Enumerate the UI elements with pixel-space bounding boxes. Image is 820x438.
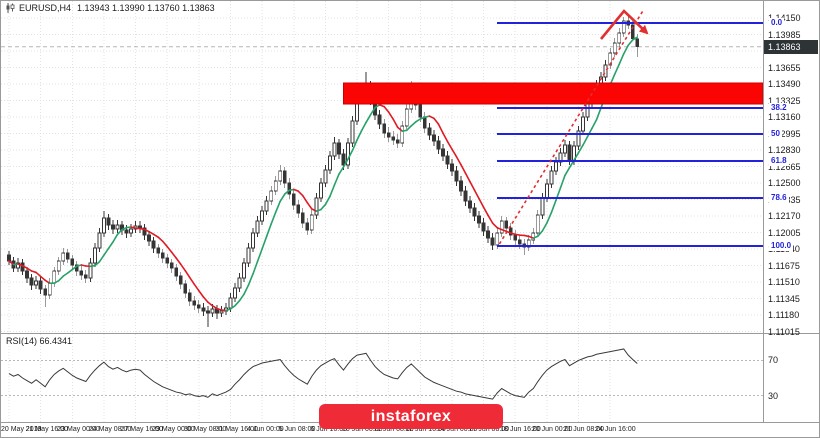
candles <box>7 15 640 327</box>
price-tick-label: 1.14150 <box>768 13 801 23</box>
supply-zone <box>342 82 763 105</box>
time-tick-label: 10 Jun 00:00 <box>342 426 383 433</box>
price-tick-label: 1.13325 <box>768 95 801 106</box>
time-tick-label: 18 Jun 16:00 <box>500 426 541 433</box>
price-chart-canvas[interactable] <box>1 1 763 333</box>
time-tick-label: 24 Jun 16:00 <box>595 426 636 433</box>
price-tick-label: 1.11015 <box>768 326 800 337</box>
time-tick-label: 30 May 08:00 <box>183 426 227 433</box>
price-tick-label: 1.12170 <box>768 211 801 221</box>
price-tick-label: 1.12995 <box>768 128 801 139</box>
time-tick-label: 21 May 16:00 <box>25 426 69 433</box>
time-tick-label: 27 May 16:00 <box>120 426 163 433</box>
fib-level-label: 100.0 <box>769 241 794 251</box>
time-tick-label: 4 Jun 00:00 <box>247 426 284 433</box>
time-tick-label: 5 Jun 08:00 <box>278 426 316 433</box>
rsi-line <box>8 348 638 400</box>
pane-separator[interactable] <box>1 333 819 334</box>
time-tick-label: 31 May 16:00 <box>215 426 258 433</box>
rsi-indicator-label: RSI(14) 66.4341 <box>6 336 73 346</box>
current-price-box: 1.13863 <box>764 39 818 54</box>
fib-level-label: 38.2 <box>769 103 789 113</box>
ohlc-values: 1.13943 1.13990 1.13760 1.13863 <box>77 3 215 13</box>
price-tick-label: 1.12665 <box>768 161 801 172</box>
trendline <box>498 8 645 245</box>
fib-level-label: 61.8 <box>769 156 789 166</box>
price-tick-label: 1.12500 <box>768 178 801 188</box>
time-tick-label: 11 Jun 08:00 <box>373 426 414 433</box>
rsi-level-label: 30 <box>768 390 779 401</box>
time-tick-label: 24 May 08:00 <box>88 426 132 433</box>
ma-line <box>8 36 639 312</box>
price-tick-label: 1.11345 <box>768 293 800 304</box>
price-tick-label: 1.13490 <box>768 79 801 89</box>
instaforex-watermark: instaforex <box>319 404 503 429</box>
price-tick-label: 1.13985 <box>768 29 801 40</box>
price-pane[interactable]: EURUSD,H4 1.13943 1.13990 1.13760 1.1386… <box>1 1 763 333</box>
fib-level-label: 50 <box>769 129 782 139</box>
price-tick-label: 1.12005 <box>768 227 801 238</box>
price-tick-label: 1.13160 <box>768 112 801 122</box>
time-tick-label: 20 Jun 00:00 <box>531 426 573 433</box>
time-axis: 20 May 2019 21 May 16:00 23 May 00:00 24 Ma… <box>1 423 819 437</box>
candlestick-icon <box>5 3 15 13</box>
watermark-text: instaforex <box>370 407 452 425</box>
price-tick-label: 1.11180 <box>768 310 800 320</box>
rsi-grid <box>8 334 611 422</box>
rsi-level-label: 70 <box>768 355 779 366</box>
time-tick-label: 6 Jun 16:00 <box>310 426 347 433</box>
price-tick-label: 1.12830 <box>768 145 801 155</box>
down-arrow <box>599 9 649 40</box>
chart-title: EURUSD,H4 1.13943 1.13990 1.13760 1.1386… <box>5 3 215 13</box>
price-tick-label: 1.11510 <box>768 277 800 287</box>
fib-level-label: 78.6 <box>769 193 789 203</box>
time-tick-label: 20 May 2019 <box>1 426 42 433</box>
time-tick-label: 12 Jun 16:00 <box>405 426 446 433</box>
chart-grid <box>1 1 763 333</box>
time-tick-label: 23 May 00:00 <box>57 426 100 433</box>
price-tick-label: 1.13655 <box>768 62 801 73</box>
time-tick-label: 21 Jun 08:00 <box>563 426 604 433</box>
price-axis: 1.141501.139851.138201.136551.134901.133… <box>763 1 819 337</box>
rsi-chart-canvas[interactable] <box>1 334 763 422</box>
time-tick-label: 14 Jun 00:00 <box>436 426 478 433</box>
fib-retracement <box>497 22 763 247</box>
price-tick-label: 1.11675 <box>768 260 800 271</box>
rsi-axis: 70 30 <box>763 334 819 422</box>
time-tick-label: 29 May 00:00 <box>152 426 195 433</box>
fib-level-label: 0.0 <box>769 18 785 28</box>
symbol-period-label: EURUSD,H4 <box>19 3 72 13</box>
time-tick-label: 17 Jun 08:00 <box>468 426 510 433</box>
